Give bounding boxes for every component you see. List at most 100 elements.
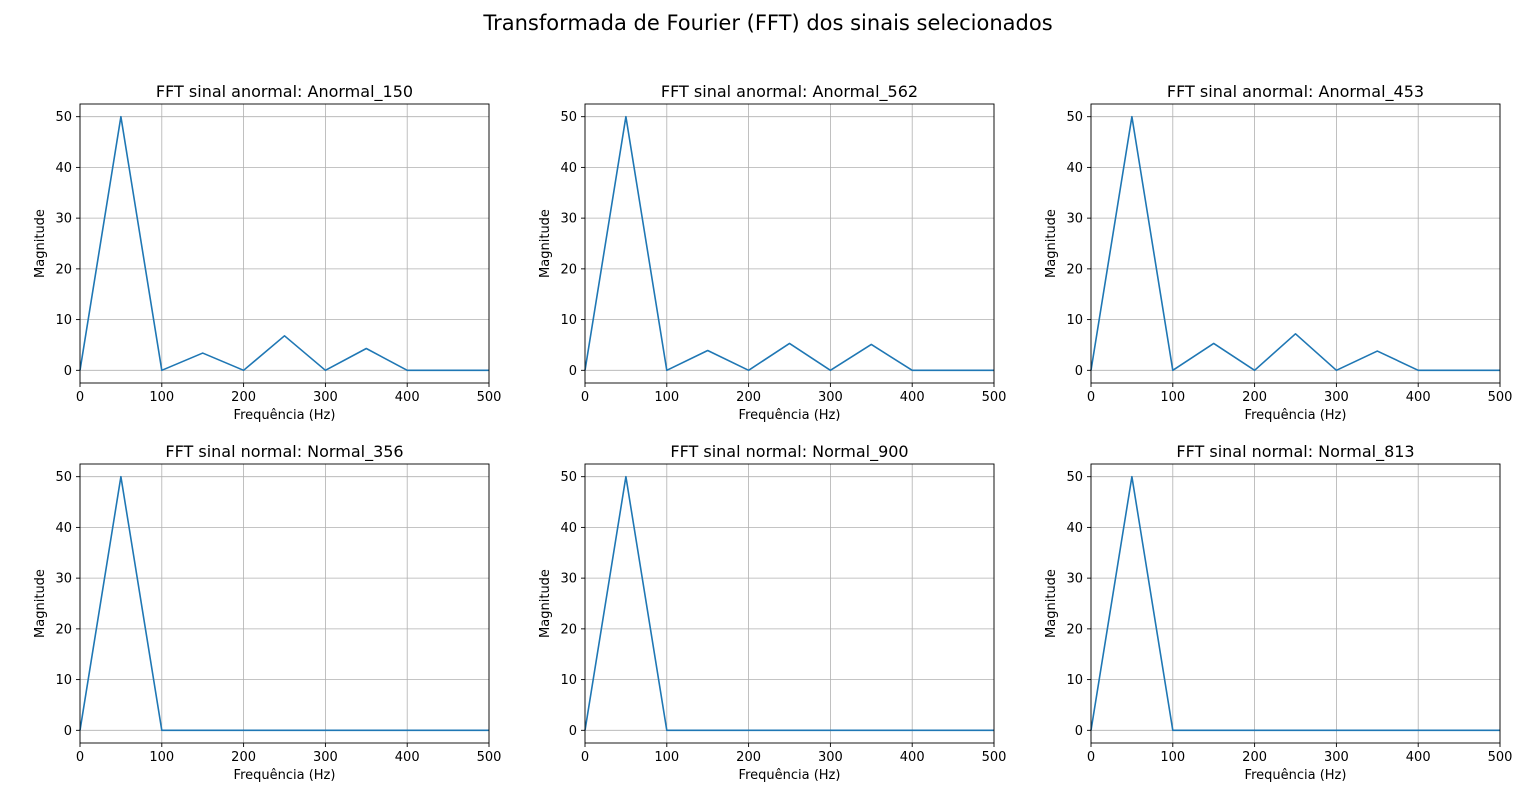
series-line	[1090, 475, 1500, 732]
y-axis-label: Magnitude	[1044, 209, 1059, 278]
x-axis-label: Frequência (Hz)	[234, 408, 336, 423]
x-tick-label: 200	[231, 390, 256, 405]
x-axis-label: Frequência (Hz)	[1245, 768, 1347, 783]
series-line	[584, 475, 994, 732]
x-tick-label: 200	[736, 390, 761, 405]
x-tick-label: 300	[1324, 390, 1349, 405]
y-tick-label: 50	[55, 110, 72, 125]
subplot-6: 0 100 200 300 400 500 0 10 20 30 40 50 FFT sinal nor…	[1044, 442, 1512, 783]
y-tick-label: 50	[1066, 470, 1083, 485]
x-tick-label: 0	[1087, 390, 1095, 405]
axes-frame	[79, 103, 490, 384]
x-tick-label: 0	[76, 750, 84, 765]
x-tick-label: 300	[818, 390, 843, 405]
y-axis-label: Magnitude	[538, 569, 553, 638]
x-tick-label: 300	[313, 390, 338, 405]
y-axis-label: Magnitude	[1044, 569, 1059, 638]
y-tick-label: 30	[1066, 572, 1083, 587]
x-axis-label: Frequência (Hz)	[1245, 408, 1347, 423]
y-axis-label: Magnitude	[33, 209, 48, 278]
subplot-title: FFT sinal normal: Normal_356	[165, 442, 403, 462]
x-tick-label: 100	[1160, 750, 1185, 765]
axes-frame	[79, 463, 490, 744]
subplot-2: 0 100 200 300 400 500 0 10 20 30 40 50 FFT sinal ano…	[538, 82, 1006, 423]
x-tick-label: 0	[1087, 750, 1095, 765]
y-tick-label: 50	[560, 470, 577, 485]
y-tick-label: 10	[1066, 673, 1083, 688]
x-tick-label: 500	[1488, 390, 1513, 405]
y-tick-label: 20	[55, 622, 72, 637]
x-tick-label: 400	[395, 390, 420, 405]
y-tick-label: 30	[1066, 212, 1083, 227]
y-tick-label: 40	[55, 521, 72, 536]
y-tick-label: 10	[55, 313, 72, 328]
series-line	[79, 475, 489, 732]
x-axis-label: Frequência (Hz)	[234, 768, 336, 783]
y-tick-label: 40	[560, 521, 577, 536]
x-axis-label: Frequência (Hz)	[739, 768, 841, 783]
subplot-title: FFT sinal anormal: Anormal_453	[1167, 82, 1424, 102]
y-tick-label: 10	[55, 673, 72, 688]
x-tick-label: 200	[736, 750, 761, 765]
x-tick-label: 500	[477, 750, 502, 765]
x-tick-label: 500	[477, 390, 502, 405]
y-tick-label: 50	[560, 110, 577, 125]
y-tick-label: 10	[560, 673, 577, 688]
x-tick-label: 300	[818, 750, 843, 765]
series-line	[1090, 115, 1500, 372]
x-tick-label: 0	[581, 750, 589, 765]
axes-frame	[1090, 463, 1501, 744]
y-tick-label: 30	[55, 572, 72, 587]
y-tick-label: 20	[560, 622, 577, 637]
figure-title: Transformada de Fourier (FFT) dos sinais…	[483, 11, 1053, 35]
x-tick-label: 400	[1406, 390, 1431, 405]
x-tick-label: 200	[231, 750, 256, 765]
x-tick-label: 0	[581, 390, 589, 405]
x-axis-label: Frequência (Hz)	[739, 408, 841, 423]
y-tick-label: 50	[55, 470, 72, 485]
y-tick-label: 30	[560, 212, 577, 227]
y-axis-label: Magnitude	[538, 209, 553, 278]
x-tick-label: 0	[76, 390, 84, 405]
y-axis-label: Magnitude	[33, 569, 48, 638]
axes-frame	[584, 103, 995, 384]
series-line	[79, 115, 489, 372]
x-tick-label: 400	[900, 750, 925, 765]
x-tick-label: 200	[1242, 750, 1267, 765]
x-tick-label: 400	[900, 390, 925, 405]
x-tick-label: 200	[1242, 390, 1267, 405]
y-tick-label: 30	[55, 212, 72, 227]
subplot-5: 0 100 200 300 400 500 0 10 20 30 40 50 FFT sinal nor…	[538, 442, 1006, 783]
x-tick-label: 100	[654, 750, 679, 765]
subplot-title: FFT sinal normal: Normal_813	[1176, 442, 1414, 462]
y-tick-label: 20	[560, 262, 577, 277]
y-tick-label: 0	[64, 724, 72, 739]
y-tick-label: 40	[560, 161, 577, 176]
x-tick-label: 500	[982, 390, 1007, 405]
subplot-4: 0 100 200 300 400 500 0 10 20 30 40 50 FFT sinal nor…	[33, 442, 501, 783]
y-tick-label: 0	[64, 364, 72, 379]
y-tick-label: 0	[569, 724, 577, 739]
subplot-3: 0 100 200 300 400 500 0 10 20 30 40 50 FFT sinal ano…	[1044, 82, 1512, 423]
axes-frame	[584, 463, 995, 744]
x-tick-label: 400	[395, 750, 420, 765]
subplot-title: FFT sinal normal: Normal_900	[670, 442, 908, 462]
subplot-title: FFT sinal anormal: Anormal_562	[661, 82, 918, 102]
y-tick-label: 10	[1066, 313, 1083, 328]
x-tick-label: 300	[1324, 750, 1349, 765]
x-tick-label: 100	[1160, 390, 1185, 405]
x-tick-label: 500	[1488, 750, 1513, 765]
x-tick-label: 400	[1406, 750, 1431, 765]
y-tick-label: 40	[1066, 521, 1083, 536]
y-tick-label: 40	[55, 161, 72, 176]
y-tick-label: 0	[1075, 364, 1083, 379]
y-tick-label: 30	[560, 572, 577, 587]
series-line	[584, 115, 994, 372]
axes-frame	[1090, 103, 1501, 384]
y-tick-label: 20	[1066, 262, 1083, 277]
x-tick-label: 100	[149, 750, 174, 765]
subplot-title: FFT sinal anormal: Anormal_150	[156, 82, 413, 102]
y-tick-label: 0	[569, 364, 577, 379]
